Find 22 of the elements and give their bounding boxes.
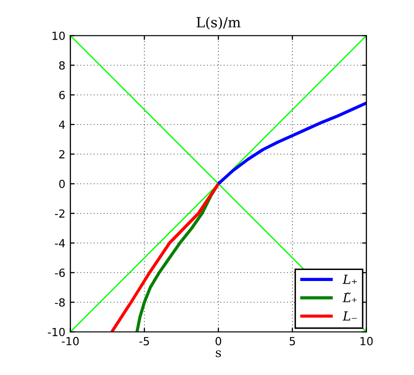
x-tick-label: 0 xyxy=(216,336,222,346)
line-series xyxy=(216,101,366,186)
x-axis-title: s xyxy=(216,350,221,358)
legend-label: L₊ xyxy=(342,274,357,284)
y-tick-label: 8 xyxy=(59,61,65,70)
y-tick-label: 6 xyxy=(59,90,65,100)
y-tick-label: 10 xyxy=(52,32,65,40)
y-tick-label: -4 xyxy=(54,239,65,248)
x-tick-label: 10 xyxy=(360,336,373,346)
y-tick-label: 2 xyxy=(59,150,64,158)
y-tick-label: 4 xyxy=(58,120,65,129)
y-tick-label: -6 xyxy=(54,268,65,278)
y-tick-label: -2 xyxy=(54,209,64,218)
legend-label: L̃₊ xyxy=(342,292,357,302)
y-tick-label: 0 xyxy=(59,180,65,188)
x-tick-label: -5 xyxy=(139,337,149,346)
y-tick-label: -10 xyxy=(48,328,65,336)
x-tick-label: 5 xyxy=(290,337,295,346)
legend-label: L₋ xyxy=(342,311,357,321)
chart-title: L(s)/m xyxy=(196,16,241,30)
line-series xyxy=(110,182,220,332)
y-tick-label: -8 xyxy=(54,298,65,307)
